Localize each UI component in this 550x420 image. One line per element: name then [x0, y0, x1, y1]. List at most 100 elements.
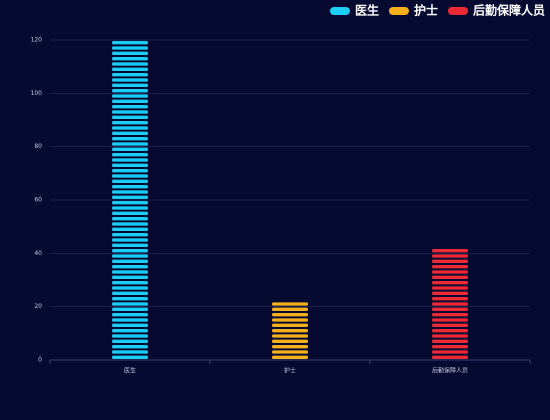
bar-segment	[272, 350, 308, 354]
x-tick-label: 后勤保障人员	[432, 367, 468, 375]
bar-segment	[432, 302, 468, 306]
bar-segment	[112, 270, 148, 274]
bar-segment	[112, 243, 148, 247]
bar-segment	[272, 345, 308, 349]
legend-swatch	[329, 7, 350, 15]
y-tick-label: 100	[31, 90, 43, 97]
bar-segment	[272, 334, 308, 338]
bar-segment	[112, 153, 148, 157]
bar-segment	[112, 158, 148, 162]
bar-segment	[112, 355, 148, 359]
bar	[432, 249, 468, 359]
bar-segment	[112, 265, 148, 269]
bar	[272, 302, 308, 359]
bar-segment	[432, 265, 468, 269]
bar-segment	[112, 73, 148, 77]
bar-segment	[112, 51, 148, 55]
bar-segment	[432, 275, 468, 279]
bar-segment	[272, 307, 308, 311]
y-tick-label: 0	[38, 357, 42, 364]
legend-swatch	[447, 7, 468, 15]
bar-segment	[112, 254, 148, 258]
legend-label: 后勤保障人员	[473, 3, 545, 18]
bar-segment	[432, 297, 468, 301]
bar-segment	[112, 57, 148, 61]
bar-segment	[112, 62, 148, 66]
bar-segment	[112, 142, 148, 146]
bar-segment	[432, 318, 468, 322]
bar-segment	[112, 222, 148, 226]
bar-segment	[112, 238, 148, 242]
bar-segment	[112, 307, 148, 311]
bar-segment	[112, 259, 148, 263]
y-tick-label: 20	[34, 303, 42, 310]
bar-segment	[112, 137, 148, 141]
bar-segment	[112, 227, 148, 231]
bar-segment	[432, 286, 468, 290]
bar-segment	[432, 355, 468, 359]
bar-segment	[112, 334, 148, 338]
bar-segment	[112, 126, 148, 130]
bar-segment	[112, 313, 148, 317]
bar-segment	[112, 110, 148, 114]
bar-segment	[272, 302, 308, 306]
bar-segment	[112, 206, 148, 210]
bar-segment	[112, 190, 148, 194]
bar-segment	[432, 249, 468, 253]
bar-segment	[112, 179, 148, 183]
bar-segment	[112, 131, 148, 135]
bar-segment	[112, 46, 148, 50]
bar-segment	[112, 323, 148, 327]
bar-segment	[112, 339, 148, 343]
bar-segment	[112, 302, 148, 306]
bar-segment	[272, 355, 308, 359]
bar-segment	[272, 329, 308, 333]
y-tick-label: 80	[34, 143, 42, 150]
bar-segment	[432, 281, 468, 285]
bar-segment	[432, 339, 468, 343]
bar-segment	[112, 67, 148, 71]
y-tick-label: 120	[31, 37, 43, 44]
bar-segment	[112, 345, 148, 349]
bar-segment	[112, 169, 148, 173]
bar-segment	[112, 201, 148, 205]
bar-segment	[112, 217, 148, 221]
bar-segment	[112, 281, 148, 285]
bar-segment	[432, 313, 468, 317]
bar-segment	[112, 94, 148, 98]
bar-segment	[112, 291, 148, 295]
bar-segment	[112, 233, 148, 237]
bar-segment	[112, 275, 148, 279]
bar-segment	[112, 78, 148, 82]
bar-segment	[112, 83, 148, 87]
x-tick-label: 护士	[284, 367, 296, 375]
bar-segment	[272, 339, 308, 343]
x-tick-label: 医生	[124, 367, 136, 375]
bar-segment	[112, 286, 148, 290]
legend-label: 医生	[355, 3, 379, 18]
bar-segment	[112, 163, 148, 167]
bar-segment	[432, 350, 468, 354]
legend-swatch	[388, 7, 409, 15]
bar-segment	[112, 174, 148, 178]
bar-segment	[112, 105, 148, 109]
bar-segment	[112, 297, 148, 301]
bar-segment	[112, 195, 148, 199]
bar-segment	[112, 249, 148, 253]
bar-segment	[432, 259, 468, 263]
legend-label: 护士	[414, 3, 438, 18]
bar-segment	[272, 318, 308, 322]
bar-segment	[432, 307, 468, 311]
bar-segment	[432, 270, 468, 274]
bar-segment	[272, 323, 308, 327]
bar-segment	[112, 147, 148, 151]
bar-segment	[112, 185, 148, 189]
bar-segment	[112, 329, 148, 333]
bar-segment	[432, 323, 468, 327]
bar-segment	[432, 254, 468, 258]
bar-segment	[112, 89, 148, 93]
y-tick-label: 60	[34, 197, 42, 204]
bar-segment	[432, 345, 468, 349]
